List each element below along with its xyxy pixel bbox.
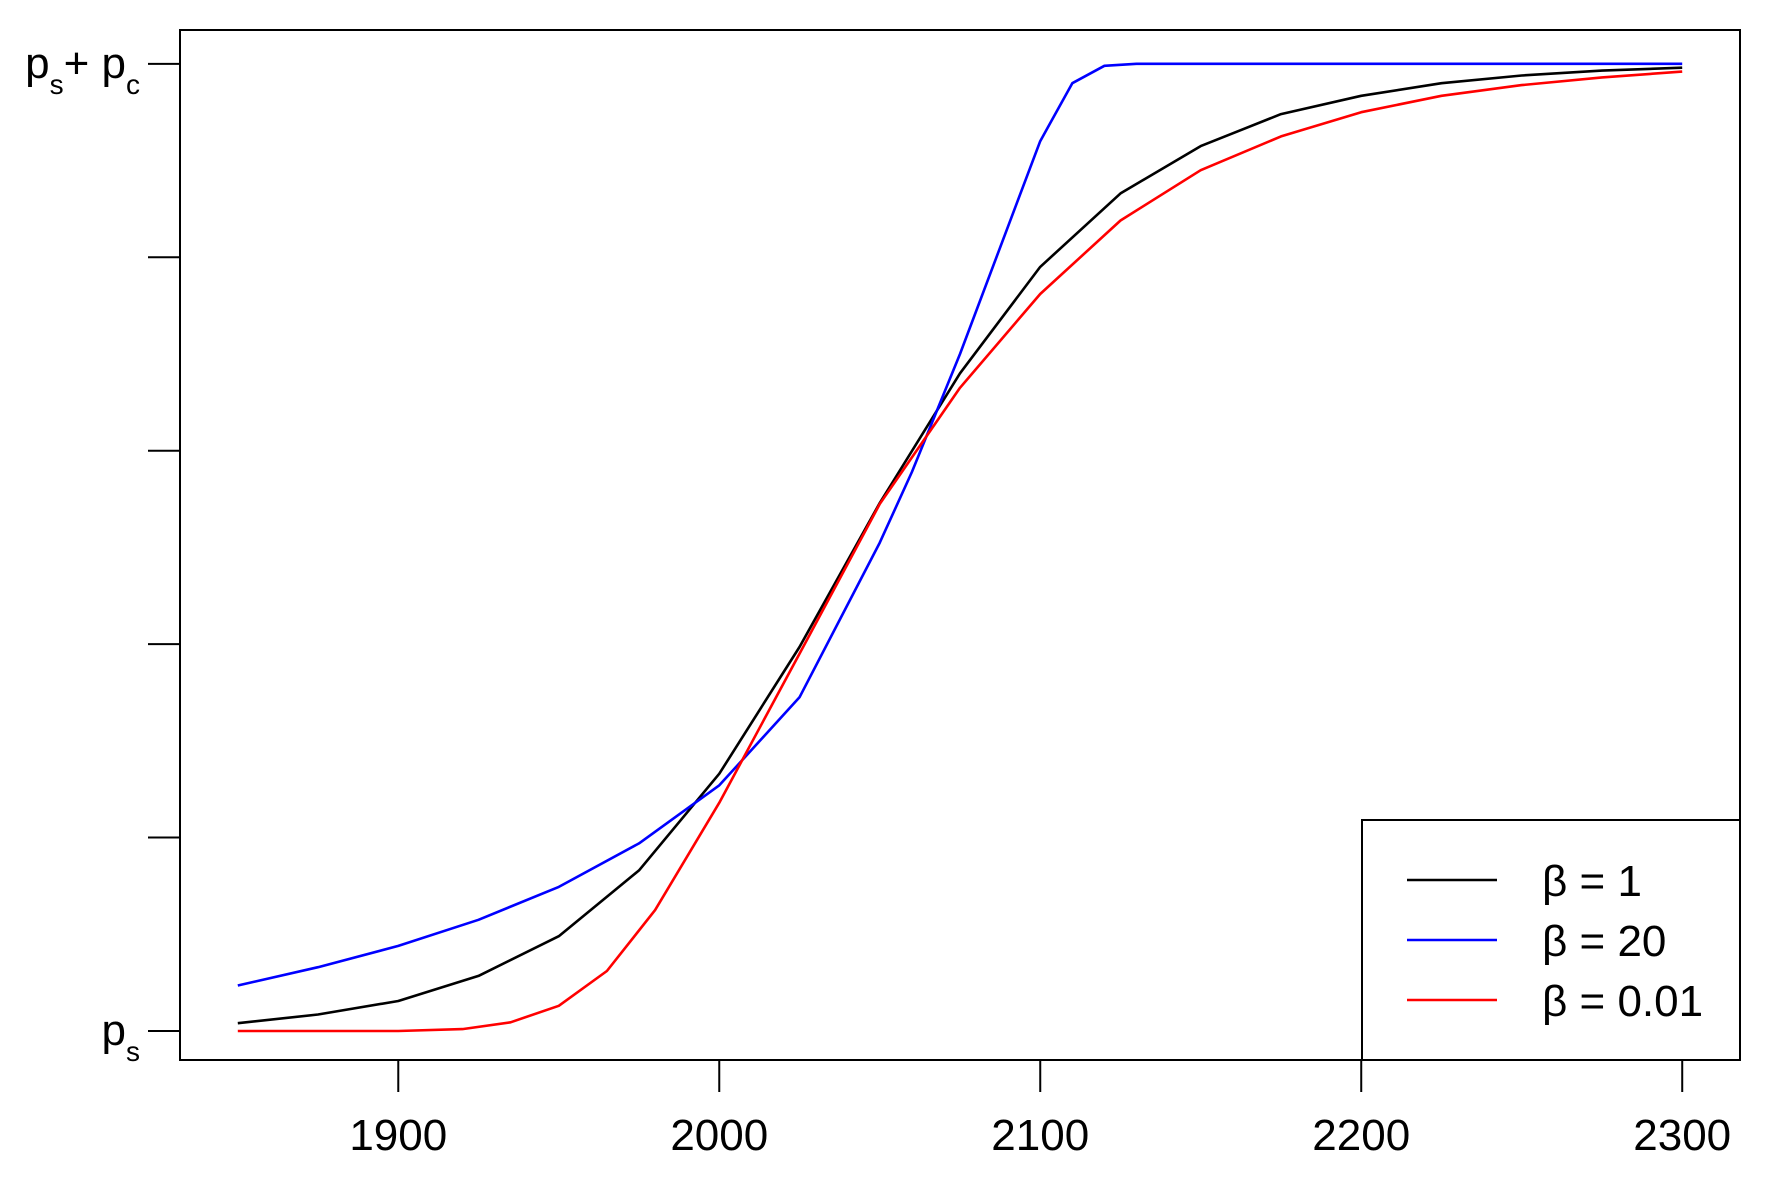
x-tick-label-2300: 2300 [1633, 1111, 1731, 1160]
legend-label-3: β = 0.01 [1542, 977, 1703, 1026]
plot-frame [179, 29, 1741, 1061]
series-line-1 [237, 66, 1683, 1025]
x-tick-label-2100: 2100 [991, 1111, 1089, 1160]
legend-label-2: β = 20 [1542, 917, 1666, 966]
series-line-2 [237, 62, 1683, 987]
legend-label-1: β = 1 [1542, 857, 1642, 906]
plot-area [237, 62, 1683, 1033]
x-tick-label-1900: 1900 [349, 1111, 447, 1160]
series-line-3 [237, 70, 1683, 1033]
axes: 1900 2000 2100 2200 2300 ps ps+ pc [25, 29, 1741, 1160]
x-tick-label-2000: 2000 [670, 1111, 768, 1160]
x-tick-label-2200: 2200 [1312, 1111, 1410, 1160]
y-tick-label-0: ps [102, 1006, 140, 1067]
y-tick-label-1: ps+ pc [25, 39, 140, 100]
legend: β = 1 β = 20 β = 0.01 [1361, 819, 1741, 1061]
